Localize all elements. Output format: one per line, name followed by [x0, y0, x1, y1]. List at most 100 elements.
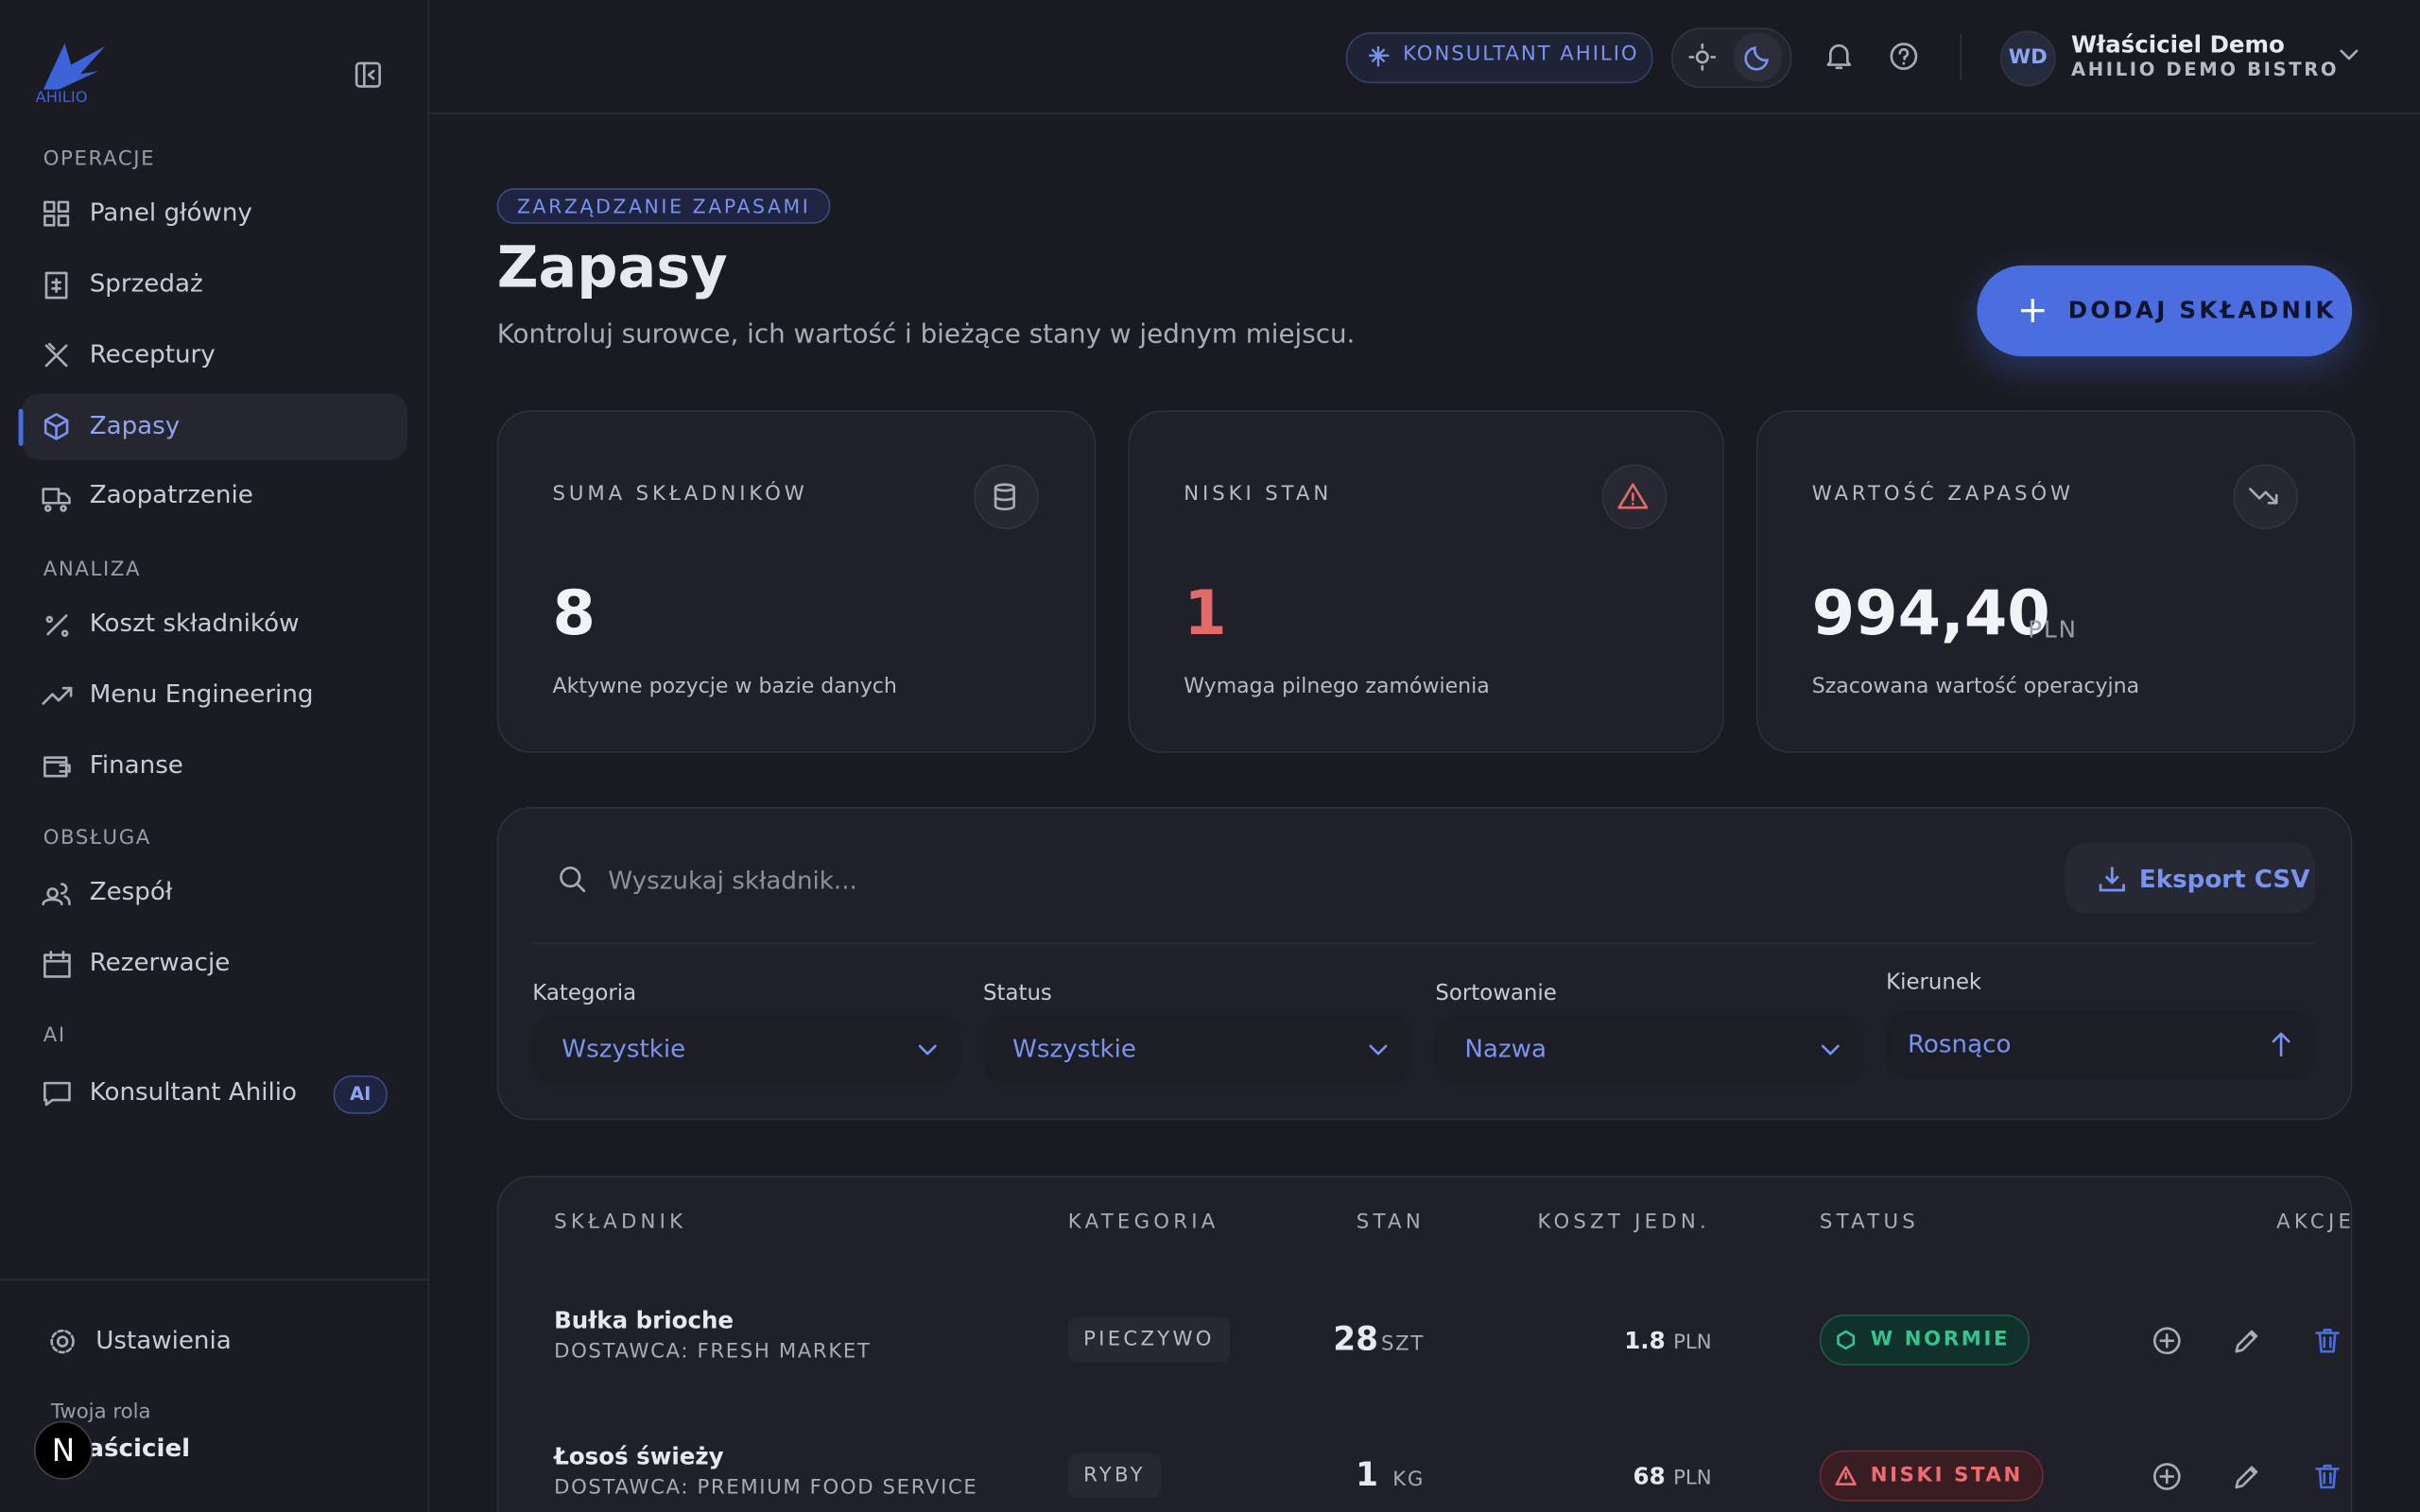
chevron-icon [918, 1044, 937, 1056]
filter-label: Kategoria [532, 981, 637, 1006]
stock: 28 [1333, 1320, 1378, 1358]
sparkle-icon [1369, 45, 1390, 67]
stock-unit: SZT [1381, 1332, 1425, 1357]
status-icon [1837, 1330, 1856, 1350]
stat-note: Aktywne pozycje w bazie danych [552, 674, 897, 699]
section-title: OBSŁUGA [43, 827, 151, 850]
category-chip: RYBY [1067, 1452, 1162, 1499]
stat-icon [994, 483, 1015, 511]
header-border [428, 112, 2420, 114]
page-title: Zapasy [496, 234, 728, 301]
chevron-icon [1821, 1044, 1840, 1056]
nav-item[interactable]: Zespół [89, 876, 173, 906]
nav-icon [43, 200, 70, 227]
cost: 1.8 [1624, 1327, 1666, 1355]
settings-link[interactable]: Ustawienia [95, 1325, 232, 1355]
help-icon[interactable] [1889, 42, 1918, 71]
category-chip: PIECZYWO [1067, 1317, 1231, 1363]
nav-item[interactable]: Koszt składników [89, 608, 300, 638]
user-menu-chevron[interactable] [2340, 49, 2359, 61]
stat-icon [2249, 488, 2278, 505]
export-label: Eksport CSV [2138, 864, 2310, 894]
plus-icon: + [2016, 288, 2048, 333]
status-pill: NISKI STAN [1819, 1450, 2044, 1502]
nav-item[interactable]: Zapasy [89, 410, 181, 440]
filter-label: Sortowanie [1435, 981, 1557, 1006]
download-icon [2099, 867, 2125, 892]
cost-unit: PLN [1673, 1467, 1712, 1491]
column-header: SKŁADNIK [554, 1211, 687, 1235]
filter-select[interactable] [1886, 1010, 2315, 1079]
dev-badge[interactable]: N [33, 1420, 93, 1480]
filter-label: Status [983, 981, 1052, 1006]
ingredient-name: Bułka brioche [554, 1306, 735, 1335]
add-stock-button[interactable] [2152, 1461, 2183, 1492]
supplier: DOSTAWCA: PREMIUM FOOD SERVICE [554, 1476, 978, 1500]
stat-icon-circle [2233, 464, 2299, 529]
sidebar: AHILIO Ustawienia Twoja rola Właściciel … [0, 0, 429, 1512]
consultant-button[interactable] [1345, 32, 1653, 84]
filter-select[interactable] [983, 1015, 1412, 1084]
column-header: STAN [1356, 1211, 1425, 1235]
nav-item[interactable]: Rezerwacje [89, 947, 231, 977]
nav-item[interactable]: Konsultant Ahilio [89, 1076, 298, 1107]
ai-badge: AI [333, 1074, 388, 1114]
nav-icon [43, 756, 71, 778]
table-card: SKŁADNIK KATEGORIA STAN KOSZT JEDN. STATUS AK… [496, 1176, 2353, 1512]
sun-icon[interactable] [1688, 43, 1717, 71]
column-header: STATUS [1819, 1211, 1920, 1235]
brand: AHILIO [35, 89, 88, 107]
filter-value: Rosnąco [1907, 1028, 2012, 1058]
avatar[interactable]: WD [1999, 30, 2056, 87]
settings-icon [50, 1329, 75, 1354]
nav-item[interactable]: Zaopatrzenie [89, 479, 253, 509]
filter-value: Wszystkie [1012, 1033, 1136, 1063]
divider [0, 1279, 428, 1281]
nav-icon [43, 1081, 71, 1107]
stat-note: Wymaga pilnego zamówienia [1184, 674, 1490, 699]
nav-icon [45, 614, 69, 637]
section-title: OPERACJE [43, 147, 156, 172]
column-header: AKCJE [2276, 1211, 2353, 1235]
delete-button[interactable] [2312, 1461, 2343, 1492]
section-title: ANALIZA [43, 558, 142, 582]
edit-button[interactable] [2232, 1461, 2263, 1492]
add-ingredient-button[interactable] [1977, 265, 2353, 357]
stock-unit: KG [1392, 1469, 1425, 1492]
filter-select[interactable] [1435, 1015, 1865, 1084]
nav-item[interactable]: Sprzedaż [89, 268, 203, 299]
filter-value: Nazwa [1464, 1033, 1547, 1063]
column-header: KOSZT JEDN. [1537, 1211, 1710, 1235]
moon-icon [1744, 46, 1769, 71]
nav-icon [42, 686, 73, 705]
collapse-button[interactable] [354, 61, 382, 88]
stat-unit: PLN [2028, 615, 2078, 644]
nav-item[interactable]: Panel główny [89, 197, 252, 227]
delete-button[interactable] [2312, 1325, 2343, 1356]
stat-note: Szacowana wartość operacyjna [1811, 674, 2140, 699]
stat-icon [1617, 483, 1649, 509]
bell-icon[interactable] [1824, 42, 1854, 71]
divider [1960, 33, 1962, 80]
nav-icon [44, 271, 68, 300]
column-header: KATEGORIA [1067, 1211, 1219, 1235]
nav-item[interactable]: Finanse [89, 749, 183, 780]
role-label: Twoja rola [50, 1400, 151, 1424]
stock: 1 [1356, 1456, 1378, 1494]
search-input[interactable]: Wyszukaj składnik... [608, 865, 857, 895]
logo [43, 43, 106, 90]
edit-button[interactable] [2232, 1325, 2263, 1356]
stat-label: WARTOŚĆ ZAPASÓW [1811, 483, 2074, 507]
stat-icon-circle [1601, 464, 1668, 529]
add-stock-button[interactable] [2152, 1325, 2183, 1356]
stat-value: 1 [1184, 578, 1227, 650]
filter-select[interactable] [532, 1015, 962, 1084]
nav-item[interactable]: Receptury [89, 339, 216, 369]
nav-item[interactable]: Menu Engineering [89, 679, 314, 709]
supplier: DOSTAWCA: FRESH MARKET [554, 1340, 872, 1365]
arrow-up-icon [2272, 1032, 2290, 1057]
stat-label: NISKI STAN [1184, 483, 1333, 507]
search-icon [560, 867, 586, 893]
